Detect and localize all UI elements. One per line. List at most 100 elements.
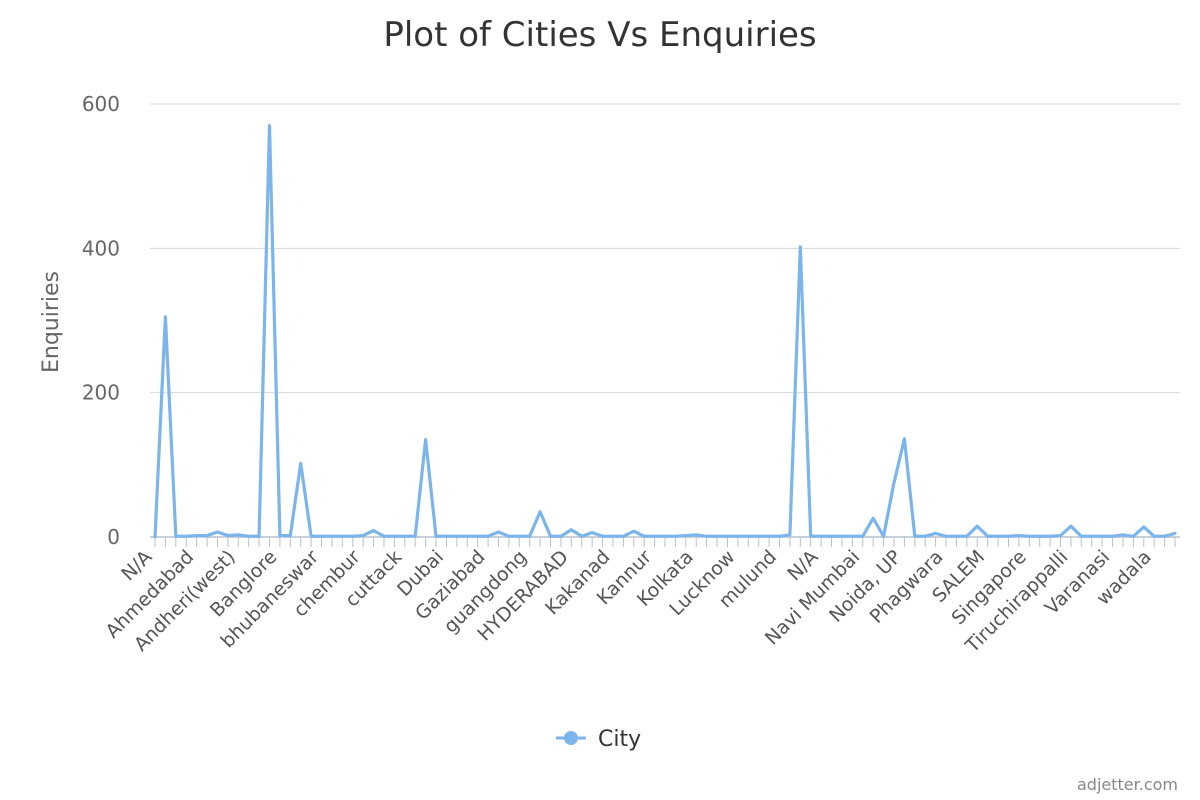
- data-point[interactable]: [631, 528, 637, 534]
- data-point[interactable]: [548, 533, 554, 539]
- data-point[interactable]: [1172, 530, 1178, 536]
- data-point[interactable]: [672, 533, 678, 539]
- data-point[interactable]: [350, 533, 356, 539]
- data-point[interactable]: [1130, 533, 1136, 539]
- data-point[interactable]: [1089, 533, 1095, 539]
- data-point[interactable]: [391, 533, 397, 539]
- data-point[interactable]: [329, 533, 335, 539]
- data-point[interactable]: [870, 515, 876, 521]
- data-point[interactable]: [308, 533, 314, 539]
- data-point[interactable]: [537, 509, 543, 515]
- data-point[interactable]: [985, 533, 991, 539]
- data-point[interactable]: [1120, 532, 1126, 538]
- data-point[interactable]: [360, 533, 366, 539]
- data-point[interactable]: [839, 533, 845, 539]
- data-point[interactable]: [204, 533, 210, 539]
- data-point[interactable]: [745, 533, 751, 539]
- data-point[interactable]: [714, 533, 720, 539]
- data-point[interactable]: [1026, 533, 1032, 539]
- data-point[interactable]: [901, 436, 907, 442]
- data-point[interactable]: [995, 533, 1001, 539]
- data-point[interactable]: [912, 533, 918, 539]
- data-point[interactable]: [662, 533, 668, 539]
- data-point[interactable]: [423, 437, 429, 443]
- data-point[interactable]: [652, 533, 658, 539]
- credit-text[interactable]: adjetter.com: [1077, 775, 1178, 794]
- data-point[interactable]: [235, 532, 241, 538]
- data-point[interactable]: [735, 533, 741, 539]
- data-point[interactable]: [693, 532, 699, 538]
- legend[interactable]: City: [556, 727, 641, 752]
- data-point[interactable]: [922, 533, 928, 539]
- data-point[interactable]: [266, 123, 272, 129]
- data-point[interactable]: [933, 530, 939, 536]
- data-point[interactable]: [589, 530, 595, 536]
- data-point[interactable]: [766, 533, 772, 539]
- data-point[interactable]: [1110, 533, 1116, 539]
- data-point[interactable]: [808, 533, 814, 539]
- data-point[interactable]: [412, 533, 418, 539]
- data-point[interactable]: [516, 533, 522, 539]
- data-point[interactable]: [797, 244, 803, 250]
- data-point[interactable]: [1047, 533, 1053, 539]
- data-point[interactable]: [1078, 533, 1084, 539]
- data-point[interactable]: [1141, 524, 1147, 530]
- data-point[interactable]: [558, 533, 564, 539]
- data-point[interactable]: [339, 533, 345, 539]
- data-point[interactable]: [579, 533, 585, 539]
- data-point[interactable]: [433, 533, 439, 539]
- data-point[interactable]: [495, 529, 501, 535]
- data-point[interactable]: [256, 533, 262, 539]
- data-point[interactable]: [1005, 533, 1011, 539]
- data-point[interactable]: [485, 533, 491, 539]
- data-point[interactable]: [443, 533, 449, 539]
- data-point[interactable]: [641, 533, 647, 539]
- data-point[interactable]: [881, 533, 887, 539]
- data-point[interactable]: [277, 533, 283, 539]
- data-point[interactable]: [1099, 533, 1105, 539]
- data-point[interactable]: [600, 533, 606, 539]
- legend-label[interactable]: City: [598, 727, 641, 752]
- data-point[interactable]: [610, 533, 616, 539]
- data-point[interactable]: [953, 533, 959, 539]
- data-point[interactable]: [943, 533, 949, 539]
- data-point[interactable]: [287, 533, 293, 539]
- data-point[interactable]: [527, 533, 533, 539]
- data-point[interactable]: [194, 533, 200, 539]
- data-point[interactable]: [829, 533, 835, 539]
- data-point[interactable]: [402, 533, 408, 539]
- data-point[interactable]: [683, 533, 689, 539]
- data-point[interactable]: [454, 533, 460, 539]
- data-point[interactable]: [381, 533, 387, 539]
- data-point[interactable]: [1016, 533, 1022, 539]
- data-point[interactable]: [506, 533, 512, 539]
- data-point[interactable]: [225, 533, 231, 539]
- data-point[interactable]: [776, 533, 782, 539]
- data-point[interactable]: [849, 533, 855, 539]
- data-point[interactable]: [756, 533, 762, 539]
- data-point[interactable]: [1068, 523, 1074, 529]
- data-point[interactable]: [298, 460, 304, 466]
- data-point[interactable]: [464, 533, 470, 539]
- data-point[interactable]: [787, 532, 793, 538]
- data-point[interactable]: [724, 533, 730, 539]
- data-point[interactable]: [568, 527, 574, 533]
- data-point[interactable]: [860, 533, 866, 539]
- data-point[interactable]: [1058, 533, 1064, 539]
- data-point[interactable]: [1037, 533, 1043, 539]
- data-point[interactable]: [152, 534, 158, 540]
- data-point[interactable]: [173, 533, 179, 539]
- data-point[interactable]: [818, 533, 824, 539]
- data-point[interactable]: [183, 533, 189, 539]
- data-point[interactable]: [620, 533, 626, 539]
- data-point[interactable]: [319, 533, 325, 539]
- data-point[interactable]: [162, 314, 168, 320]
- data-point[interactable]: [475, 533, 481, 539]
- series-line-city[interactable]: [153, 124, 1177, 539]
- data-point[interactable]: [371, 528, 377, 534]
- data-point[interactable]: [704, 533, 710, 539]
- data-point[interactable]: [891, 480, 897, 486]
- data-point[interactable]: [214, 529, 220, 535]
- data-point[interactable]: [964, 533, 970, 539]
- data-point[interactable]: [246, 533, 252, 539]
